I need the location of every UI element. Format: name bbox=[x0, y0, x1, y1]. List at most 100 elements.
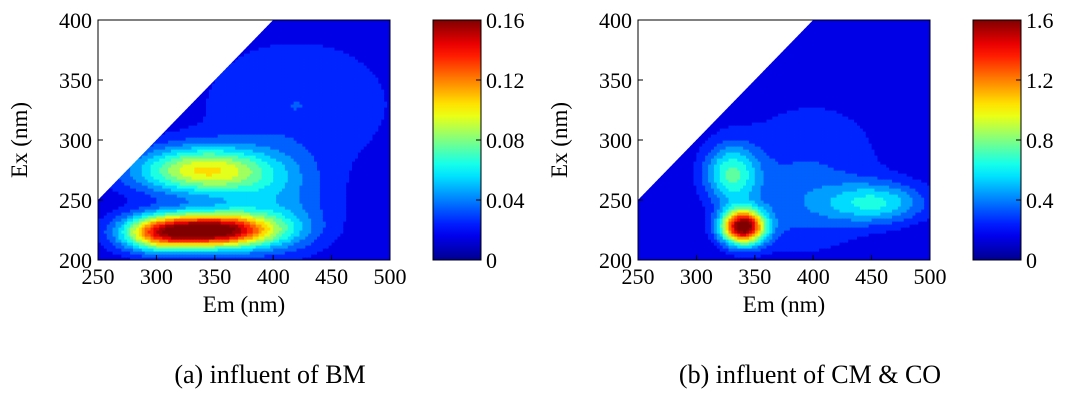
heatmap-cell bbox=[159, 230, 163, 234]
heatmap-cell bbox=[290, 26, 295, 30]
heatmap-cell bbox=[302, 158, 306, 162]
heatmap-cell bbox=[258, 254, 263, 258]
heatmap-cell bbox=[249, 68, 254, 72]
heatmap-cell bbox=[290, 110, 295, 114]
heatmap-cell bbox=[206, 77, 210, 81]
heatmap-cell bbox=[241, 152, 245, 156]
heatmap-cell bbox=[214, 89, 219, 93]
heatmap-cell bbox=[244, 77, 248, 81]
heatmap-cell bbox=[162, 212, 166, 216]
heatmap-cell bbox=[290, 125, 295, 129]
heatmap-cell bbox=[188, 74, 193, 78]
heatmap-cell bbox=[185, 191, 190, 195]
heatmap-cell bbox=[197, 95, 201, 99]
heatmap-cell bbox=[185, 245, 190, 249]
heatmap-cell bbox=[293, 44, 298, 48]
heatmap-cell bbox=[279, 59, 283, 63]
heatmap-cell bbox=[273, 32, 277, 36]
heatmap-cell bbox=[261, 110, 266, 114]
heatmap-cell bbox=[264, 47, 268, 51]
heatmap-cell bbox=[100, 221, 105, 225]
heatmap-cell bbox=[144, 176, 149, 180]
heatmap-cell bbox=[287, 251, 292, 255]
heatmap-cell bbox=[293, 140, 298, 144]
heatmap-cell bbox=[255, 38, 260, 42]
heatmap-cell bbox=[246, 119, 251, 123]
heatmap-cell bbox=[203, 143, 207, 147]
heatmap-cell bbox=[273, 68, 277, 72]
heatmap-cell bbox=[182, 122, 187, 126]
heatmap-cell bbox=[144, 182, 149, 186]
heatmap-cell bbox=[299, 26, 303, 30]
heatmap-cell bbox=[150, 221, 155, 225]
heatmap-cell bbox=[203, 89, 207, 93]
heatmap-cell bbox=[226, 35, 230, 39]
heatmap-cell bbox=[223, 128, 228, 132]
heatmap-cell bbox=[200, 95, 204, 99]
heatmap-cell bbox=[106, 140, 111, 144]
heatmap-cell bbox=[296, 140, 301, 144]
heatmap-cell bbox=[191, 134, 195, 138]
heatmap-cell bbox=[281, 188, 286, 192]
heatmap-cell bbox=[244, 56, 248, 60]
heatmap-cell bbox=[287, 47, 292, 51]
heatmap-cell bbox=[220, 65, 225, 69]
heatmap-cell bbox=[267, 200, 271, 204]
heatmap-cell bbox=[135, 239, 140, 243]
heatmap-cell bbox=[208, 68, 213, 72]
heatmap-cell bbox=[159, 236, 163, 240]
heatmap-cell bbox=[144, 134, 149, 138]
heatmap-cell bbox=[100, 194, 105, 198]
heatmap-cell bbox=[270, 236, 274, 240]
heatmap-cell bbox=[118, 209, 122, 213]
heatmap-cell bbox=[293, 203, 298, 207]
heatmap-cell bbox=[305, 176, 309, 180]
heatmap-cell bbox=[194, 149, 198, 153]
heatmap-cell bbox=[121, 248, 125, 252]
heatmap-cell bbox=[173, 131, 178, 135]
heatmap-cell bbox=[188, 254, 193, 258]
heatmap-cell bbox=[281, 200, 286, 204]
heatmap-cell bbox=[182, 83, 187, 87]
heatmap-cell bbox=[156, 122, 160, 126]
heatmap-cell bbox=[168, 188, 172, 192]
heatmap-cell bbox=[138, 170, 143, 174]
heatmap-cell bbox=[284, 170, 289, 174]
heatmap-cell bbox=[241, 56, 245, 60]
heatmap-cell bbox=[232, 107, 236, 111]
heatmap-cell bbox=[179, 134, 184, 138]
heatmap-cell bbox=[197, 113, 201, 117]
heatmap-cell bbox=[165, 98, 169, 102]
heatmap-cell bbox=[252, 125, 257, 129]
heatmap-cell bbox=[220, 29, 225, 33]
heatmap-cell bbox=[238, 230, 242, 234]
heatmap-cell bbox=[276, 116, 280, 120]
heatmap-cell bbox=[109, 197, 114, 201]
heatmap-cell bbox=[302, 101, 306, 105]
heatmap-cell bbox=[147, 212, 152, 216]
heatmap-cell bbox=[238, 152, 242, 156]
heatmap-cell bbox=[200, 113, 204, 117]
heatmap-cell bbox=[255, 257, 260, 260]
heatmap-cell bbox=[238, 101, 242, 105]
heatmap-cell bbox=[302, 143, 306, 147]
heatmap-cell bbox=[276, 248, 280, 252]
heatmap-cell bbox=[287, 221, 292, 225]
heatmap-cell bbox=[229, 77, 233, 81]
heatmap-cell bbox=[197, 161, 201, 165]
heatmap-cell bbox=[217, 170, 222, 174]
heatmap-cell bbox=[135, 218, 140, 222]
heatmap-cell bbox=[255, 224, 260, 228]
heatmap-cell bbox=[229, 188, 233, 192]
heatmap-cell bbox=[147, 119, 152, 123]
heatmap-cell bbox=[293, 224, 298, 228]
heatmap-cell bbox=[162, 71, 166, 75]
heatmap-cell bbox=[118, 155, 122, 159]
heatmap-cell bbox=[229, 65, 233, 69]
heatmap-cell bbox=[238, 92, 242, 96]
heatmap-cell bbox=[305, 248, 309, 252]
heatmap-cell bbox=[270, 152, 274, 156]
heatmap-cell bbox=[226, 149, 230, 153]
heatmap-cell bbox=[182, 56, 187, 60]
heatmap-cell bbox=[121, 251, 125, 255]
